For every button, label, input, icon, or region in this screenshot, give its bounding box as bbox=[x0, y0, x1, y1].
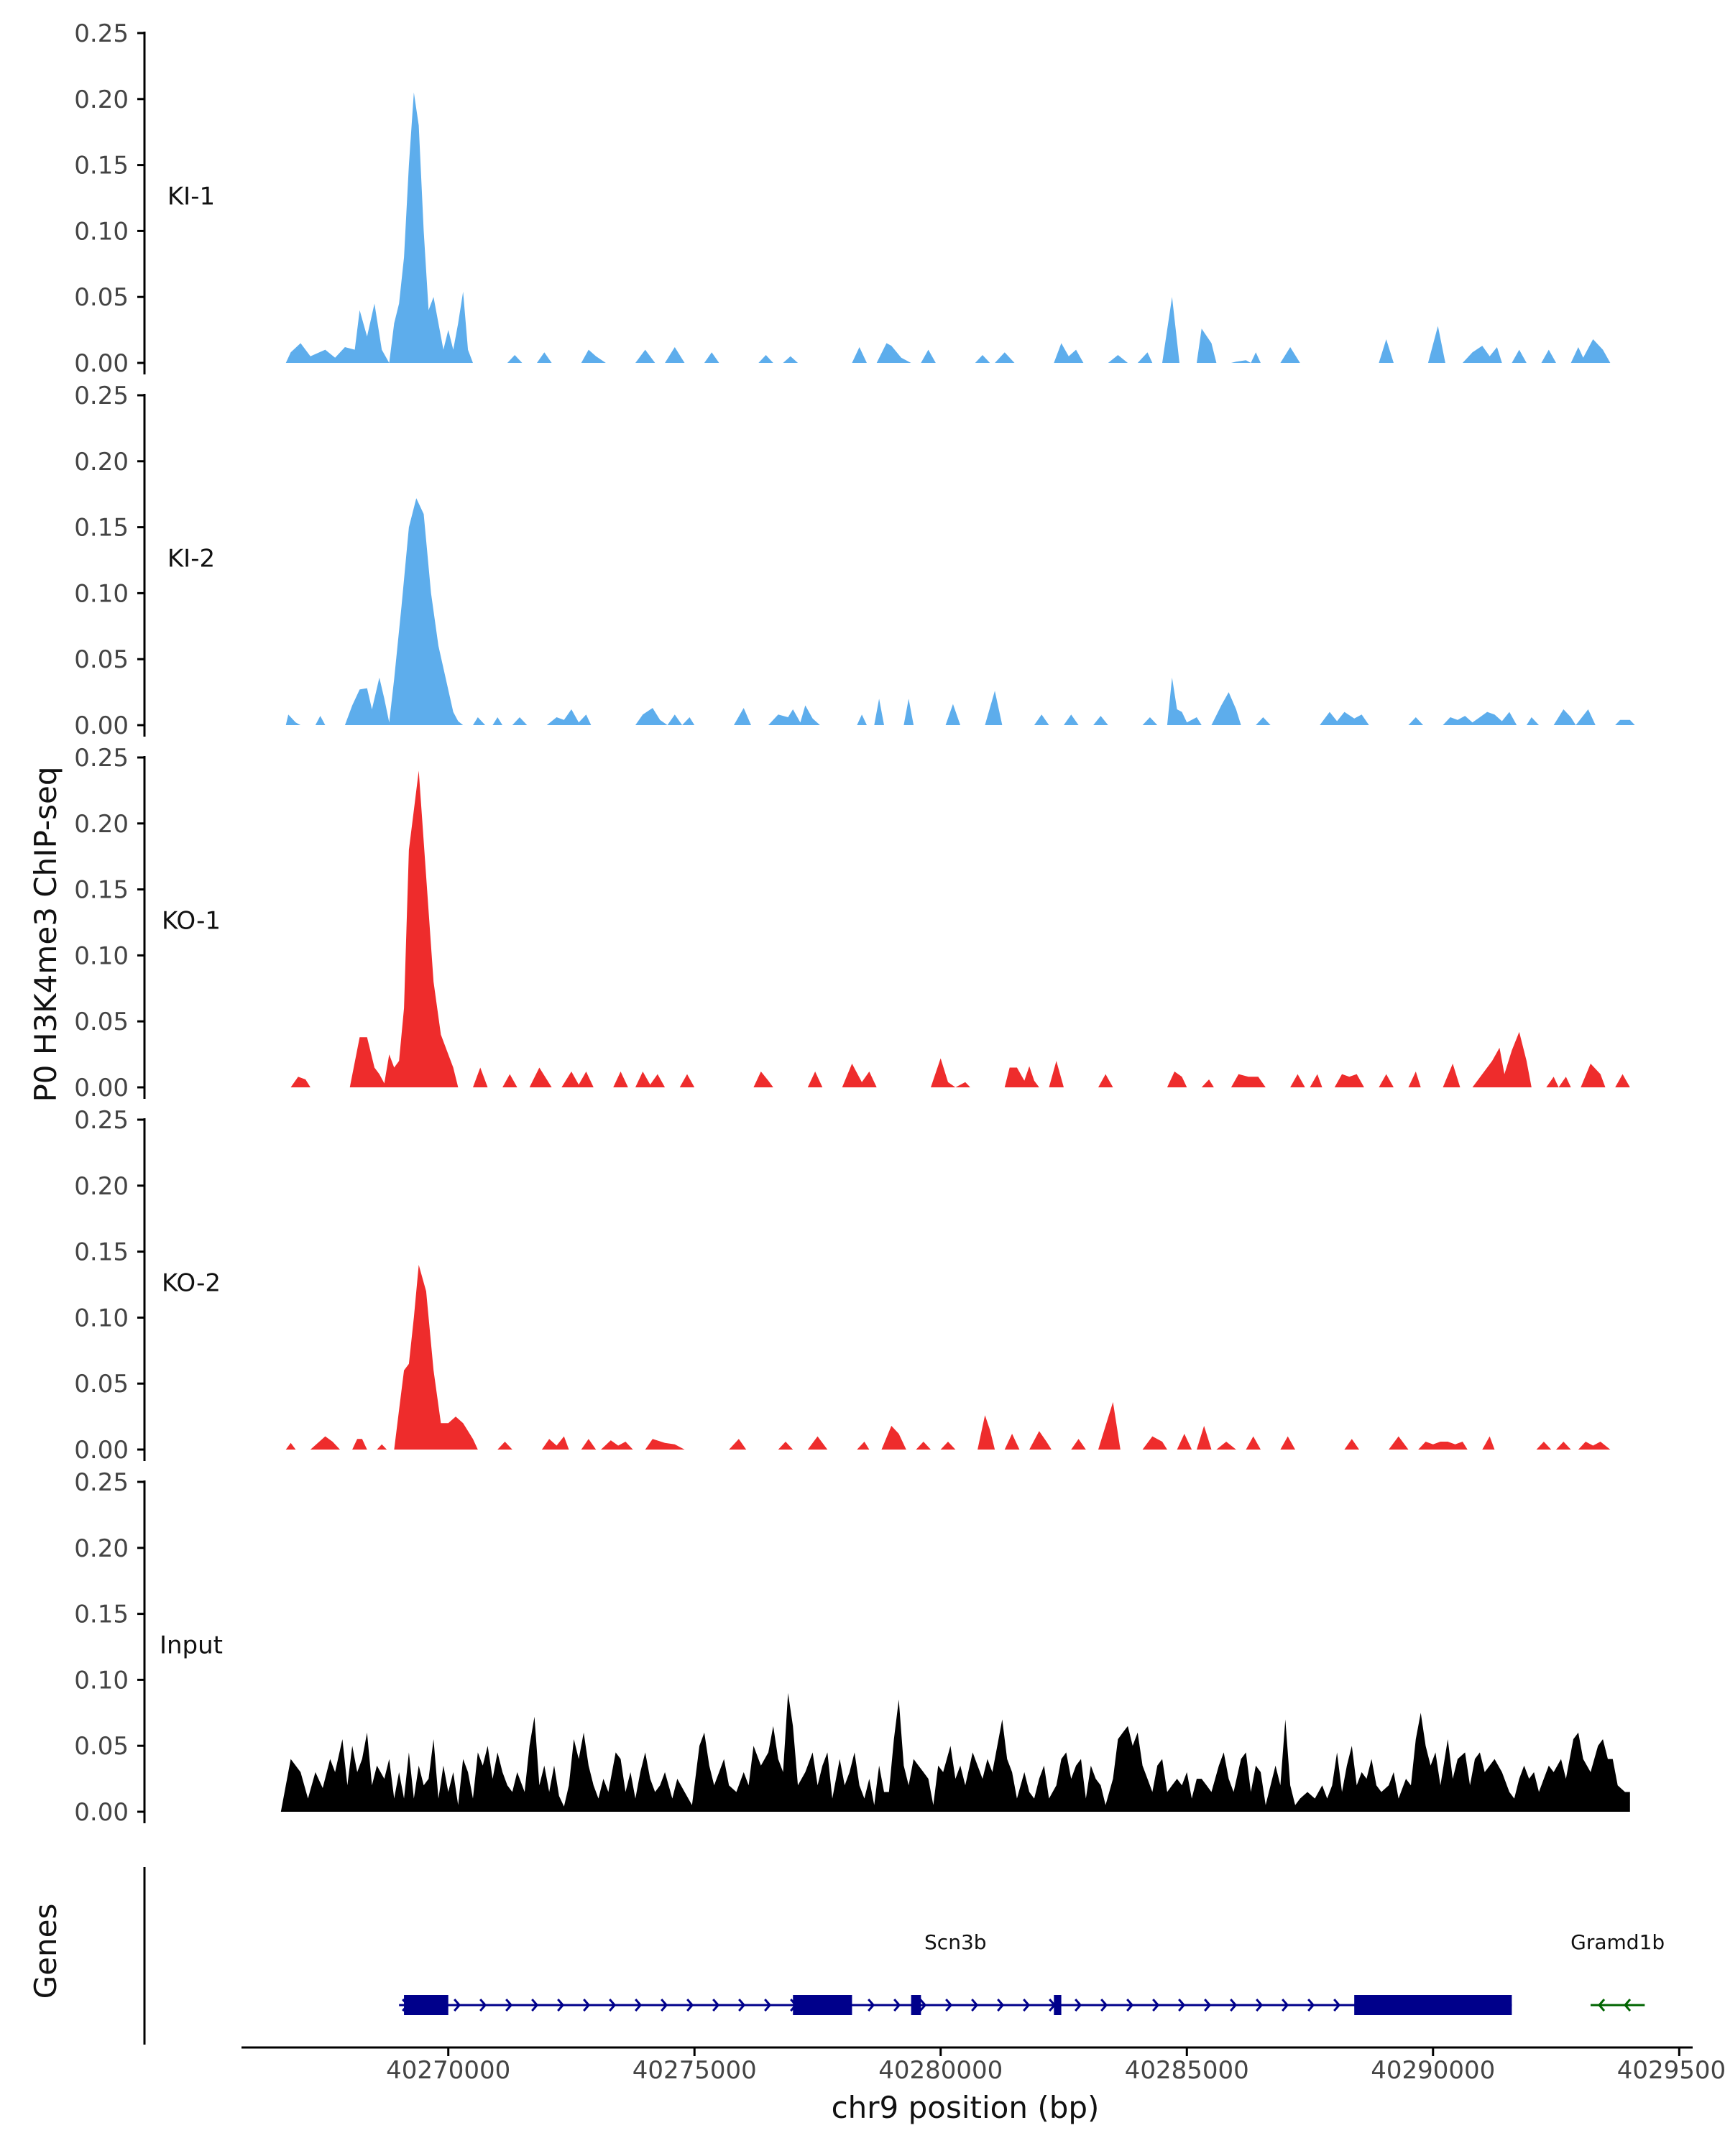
strand-arrow-icon bbox=[919, 1999, 927, 2012]
track-label-ko-1: KO-1 bbox=[162, 907, 221, 936]
gene-scn3b-exon bbox=[793, 1995, 852, 2015]
strand-arrow-icon bbox=[583, 1999, 591, 2012]
strand-arrow-icon bbox=[1178, 1999, 1186, 2012]
y-tick-label: 0.00 bbox=[74, 349, 129, 378]
y-tick-label: 0.25 bbox=[74, 1106, 129, 1135]
strand-arrow-icon bbox=[1333, 1999, 1341, 2012]
strand-arrow-icon bbox=[454, 1999, 461, 2012]
x-tick-label: 40295000 bbox=[1617, 2056, 1725, 2085]
y-axis-title: P0 H3K4me3 ChIP-seq bbox=[28, 766, 63, 1102]
strand-arrow-icon bbox=[764, 1999, 772, 2012]
y-tick-label: 0.10 bbox=[74, 1666, 129, 1695]
track-label-input: Input bbox=[160, 1631, 223, 1660]
x-tick-label: 40275000 bbox=[632, 2056, 757, 2085]
y-tick-label: 0.10 bbox=[74, 217, 129, 246]
strand-arrow-icon bbox=[945, 1999, 953, 2012]
strand-arrow-icon bbox=[1307, 1999, 1315, 2012]
strand-arrow-icon bbox=[1100, 1999, 1108, 2012]
strand-arrow-icon bbox=[1023, 1999, 1031, 2012]
y-tick-label: 0.20 bbox=[74, 810, 129, 839]
strand-arrow-icon bbox=[1126, 1999, 1134, 2012]
x-tick-label: 40270000 bbox=[386, 2056, 510, 2085]
strand-arrow-icon bbox=[1282, 1999, 1289, 2012]
y-tick-label: 0.15 bbox=[74, 1600, 129, 1629]
y-tick-label: 0.15 bbox=[74, 876, 129, 905]
strand-arrow-icon bbox=[661, 1999, 668, 2012]
y-tick-label: 0.00 bbox=[74, 1798, 129, 1827]
strand-arrow-icon bbox=[738, 1999, 746, 2012]
coverage-area-ko-1 bbox=[290, 770, 1630, 1087]
genes-panel-title: Genes bbox=[28, 1904, 63, 1999]
y-tick-label: 0.05 bbox=[74, 645, 129, 674]
y-tick-label: 0.05 bbox=[74, 1732, 129, 1761]
strand-arrow-icon bbox=[1230, 1999, 1238, 2012]
gene-scn3b-exon bbox=[404, 1995, 448, 2015]
x-tick-label: 40290000 bbox=[1371, 2056, 1495, 2085]
y-tick-label: 0.05 bbox=[74, 1008, 129, 1036]
y-tick-label: 0.20 bbox=[74, 1172, 129, 1201]
strand-arrow-icon bbox=[1075, 1999, 1082, 2012]
coverage-area-ko-2 bbox=[285, 1265, 1611, 1450]
strand-arrow-icon bbox=[1152, 1999, 1160, 2012]
strand-arrow-icon bbox=[531, 1999, 539, 2012]
x-tick-label: 40285000 bbox=[1125, 2056, 1249, 2085]
track-label-ki-2: KI-2 bbox=[167, 545, 215, 573]
strand-arrow-icon bbox=[997, 1999, 1005, 2012]
y-tick-label: 0.20 bbox=[74, 86, 129, 114]
y-tick-label: 0.25 bbox=[74, 744, 129, 773]
strand-arrow-icon bbox=[479, 1999, 487, 2012]
coverage-area-input bbox=[280, 1692, 1630, 1812]
strand-arrow-icon bbox=[557, 1999, 565, 2012]
y-tick-label: 0.15 bbox=[74, 1238, 129, 1267]
y-tick-label: 0.20 bbox=[74, 448, 129, 476]
y-tick-label: 0.05 bbox=[74, 283, 129, 312]
strand-arrow-icon bbox=[868, 1999, 875, 2012]
strand-arrow-icon bbox=[1204, 1999, 1212, 2012]
strand-arrow-icon bbox=[505, 1999, 513, 2012]
x-axis-title: chr9 position (bp) bbox=[832, 2090, 1100, 2125]
y-tick-label: 0.00 bbox=[74, 1074, 129, 1102]
y-tick-label: 0.15 bbox=[74, 514, 129, 543]
gene-scn3b-exon bbox=[1354, 1995, 1512, 2015]
strand-arrow-icon bbox=[686, 1999, 694, 2012]
y-tick-label: 0.15 bbox=[74, 152, 129, 180]
coverage-area-ki-1 bbox=[285, 92, 1611, 363]
y-tick-label: 0.00 bbox=[74, 711, 129, 740]
strand-arrow-icon bbox=[1624, 1999, 1632, 2012]
x-tick-label: 40280000 bbox=[878, 2056, 1003, 2085]
y-tick-label: 0.10 bbox=[74, 579, 129, 608]
strand-arrow-icon bbox=[609, 1999, 617, 2012]
strand-arrow-icon bbox=[893, 1999, 901, 2012]
y-tick-label: 0.25 bbox=[74, 1468, 129, 1497]
strand-arrow-icon bbox=[635, 1999, 643, 2012]
strand-arrow-icon bbox=[1256, 1999, 1264, 2012]
track-label-ki-1: KI-1 bbox=[167, 183, 215, 211]
y-tick-label: 0.10 bbox=[74, 1304, 129, 1332]
strand-arrow-icon bbox=[971, 1999, 979, 2012]
gene-scn3b-label: Scn3b bbox=[924, 1930, 987, 1954]
track-label-ko-2: KO-2 bbox=[162, 1269, 221, 1298]
gene-scn3b-exon bbox=[1054, 1995, 1062, 2015]
y-tick-label: 0.20 bbox=[74, 1534, 129, 1563]
y-tick-label: 0.25 bbox=[74, 19, 129, 48]
gene-gramd1b-label: Gramd1b bbox=[1570, 1930, 1665, 1954]
y-tick-label: 0.00 bbox=[74, 1436, 129, 1465]
strand-arrow-icon bbox=[712, 1999, 720, 2012]
y-tick-label: 0.10 bbox=[74, 941, 129, 970]
coverage-area-ki-2 bbox=[285, 498, 1635, 725]
strand-arrow-icon bbox=[1598, 1999, 1606, 2012]
y-tick-label: 0.05 bbox=[74, 1370, 129, 1399]
y-tick-label: 0.25 bbox=[74, 382, 129, 410]
gene-scn3b-exon bbox=[911, 1995, 921, 2015]
